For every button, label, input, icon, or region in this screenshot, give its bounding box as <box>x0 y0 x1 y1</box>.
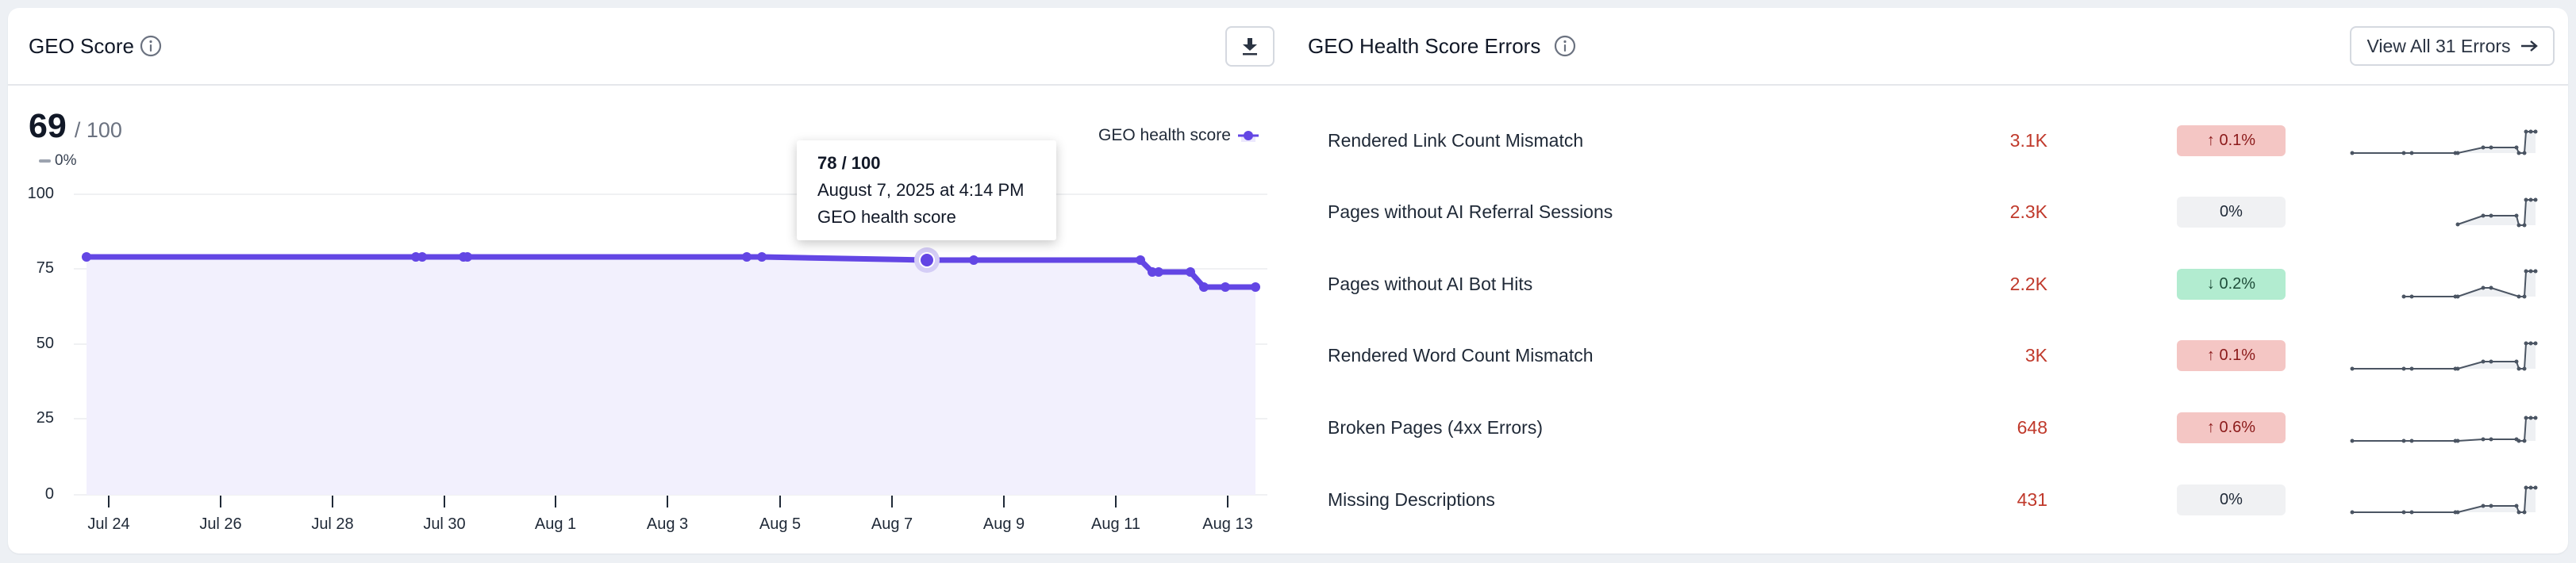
score-value: 69 <box>29 107 67 145</box>
score-max: / 100 <box>74 118 122 142</box>
tooltip-series: GEO health score <box>817 207 956 227</box>
error-label[interactable]: Pages without AI Referral Sessions <box>1328 201 1613 222</box>
score-panel-title: GEO Score <box>29 34 134 58</box>
info-circle-icon[interactable] <box>1554 35 1576 57</box>
legend-label: GEO health score <box>1098 126 1231 144</box>
header-divider <box>8 84 2568 86</box>
score-line <box>87 254 1255 290</box>
legend-series-icon <box>1237 131 1259 142</box>
error-count: 3K <box>2024 345 2047 366</box>
x-tick-label: Aug 5 <box>759 515 802 533</box>
score-delta: 0% <box>39 152 76 170</box>
download-button[interactable] <box>1225 26 1275 67</box>
error-count: 648 <box>2017 417 2047 438</box>
change-badge: ↑ 0.1% <box>2177 340 2286 371</box>
change-badge: ↑ 0.1% <box>2177 125 2286 156</box>
y-tick-25: 25 <box>36 409 54 427</box>
errors-panel-title: GEO Health Score Errors <box>1308 34 1541 58</box>
change-badge: ↑ 0.6% <box>2177 412 2286 443</box>
chart-tooltip: 78 / 100 August 7, 2025 at 4:14 PM GEO h… <box>797 140 1056 240</box>
error-label[interactable]: Rendered Link Count Mismatch <box>1328 130 1584 151</box>
y-tick-0: 0 <box>44 485 54 503</box>
x-tick-label: Aug 1 <box>534 515 577 533</box>
flat-dash-icon <box>39 159 51 163</box>
error-count: 2.3K <box>2009 201 2047 222</box>
error-label[interactable]: Pages without AI Bot Hits <box>1328 274 1533 294</box>
x-tick-label: Aug 13 <box>1202 515 1253 533</box>
score-area <box>87 257 1255 495</box>
tooltip-value: 78 / 100 <box>817 153 881 173</box>
error-sparkline <box>2350 341 2538 371</box>
error-count: 2.2K <box>2009 274 2047 294</box>
download-icon <box>1243 37 1257 55</box>
x-tick-label: Jul 28 <box>311 515 354 533</box>
geo-score-line-chart[interactable] <box>0 0 1309 563</box>
x-tick-label: Aug 9 <box>982 515 1025 533</box>
error-label[interactable]: Missing Descriptions <box>1328 489 1495 510</box>
y-tick-100: 100 <box>27 185 54 202</box>
info-circle-icon[interactable] <box>140 35 162 57</box>
error-sparkline <box>2350 416 2538 443</box>
y-tick-75: 75 <box>36 259 54 277</box>
error-count: 3.1K <box>2009 130 2047 151</box>
highlighted-point <box>914 247 940 273</box>
chart-legend[interactable]: GEO health score <box>1098 126 1259 145</box>
x-axis-ticks <box>108 496 1228 507</box>
error-sparkline <box>2350 129 2538 155</box>
error-sparkline <box>2401 269 2538 299</box>
x-tick-label: Jul 26 <box>199 515 242 533</box>
x-tick-label: Jul 30 <box>423 515 466 533</box>
change-badge: 0% <box>2177 197 2286 228</box>
x-tick-label: Aug 7 <box>871 515 913 533</box>
score-summary: 69 / 100 <box>29 108 122 148</box>
view-all-errors-button[interactable]: View All 31 Errors <box>2350 26 2555 66</box>
change-badge: ↓ 0.2% <box>2177 269 2286 300</box>
tooltip-datetime: August 7, 2025 at 4:14 PM <box>817 180 1025 200</box>
arrow-right-icon <box>2520 40 2538 52</box>
change-badge: 0% <box>2177 484 2286 515</box>
y-tick-50: 50 <box>36 335 54 352</box>
delta-value: 0% <box>55 152 77 169</box>
error-label[interactable]: Broken Pages (4xx Errors) <box>1328 417 1543 438</box>
error-count: 431 <box>2017 489 2047 510</box>
view-all-label: View All 31 Errors <box>2366 35 2511 56</box>
x-tick-label: Jul 24 <box>87 515 130 533</box>
error-sparkline <box>2350 485 2538 515</box>
error-sparkline <box>2455 197 2538 228</box>
score-points <box>82 252 1260 292</box>
x-tick-label: Aug 11 <box>1091 515 1140 533</box>
error-label[interactable]: Rendered Word Count Mismatch <box>1328 345 1594 366</box>
x-tick-label: Aug 3 <box>646 515 689 533</box>
